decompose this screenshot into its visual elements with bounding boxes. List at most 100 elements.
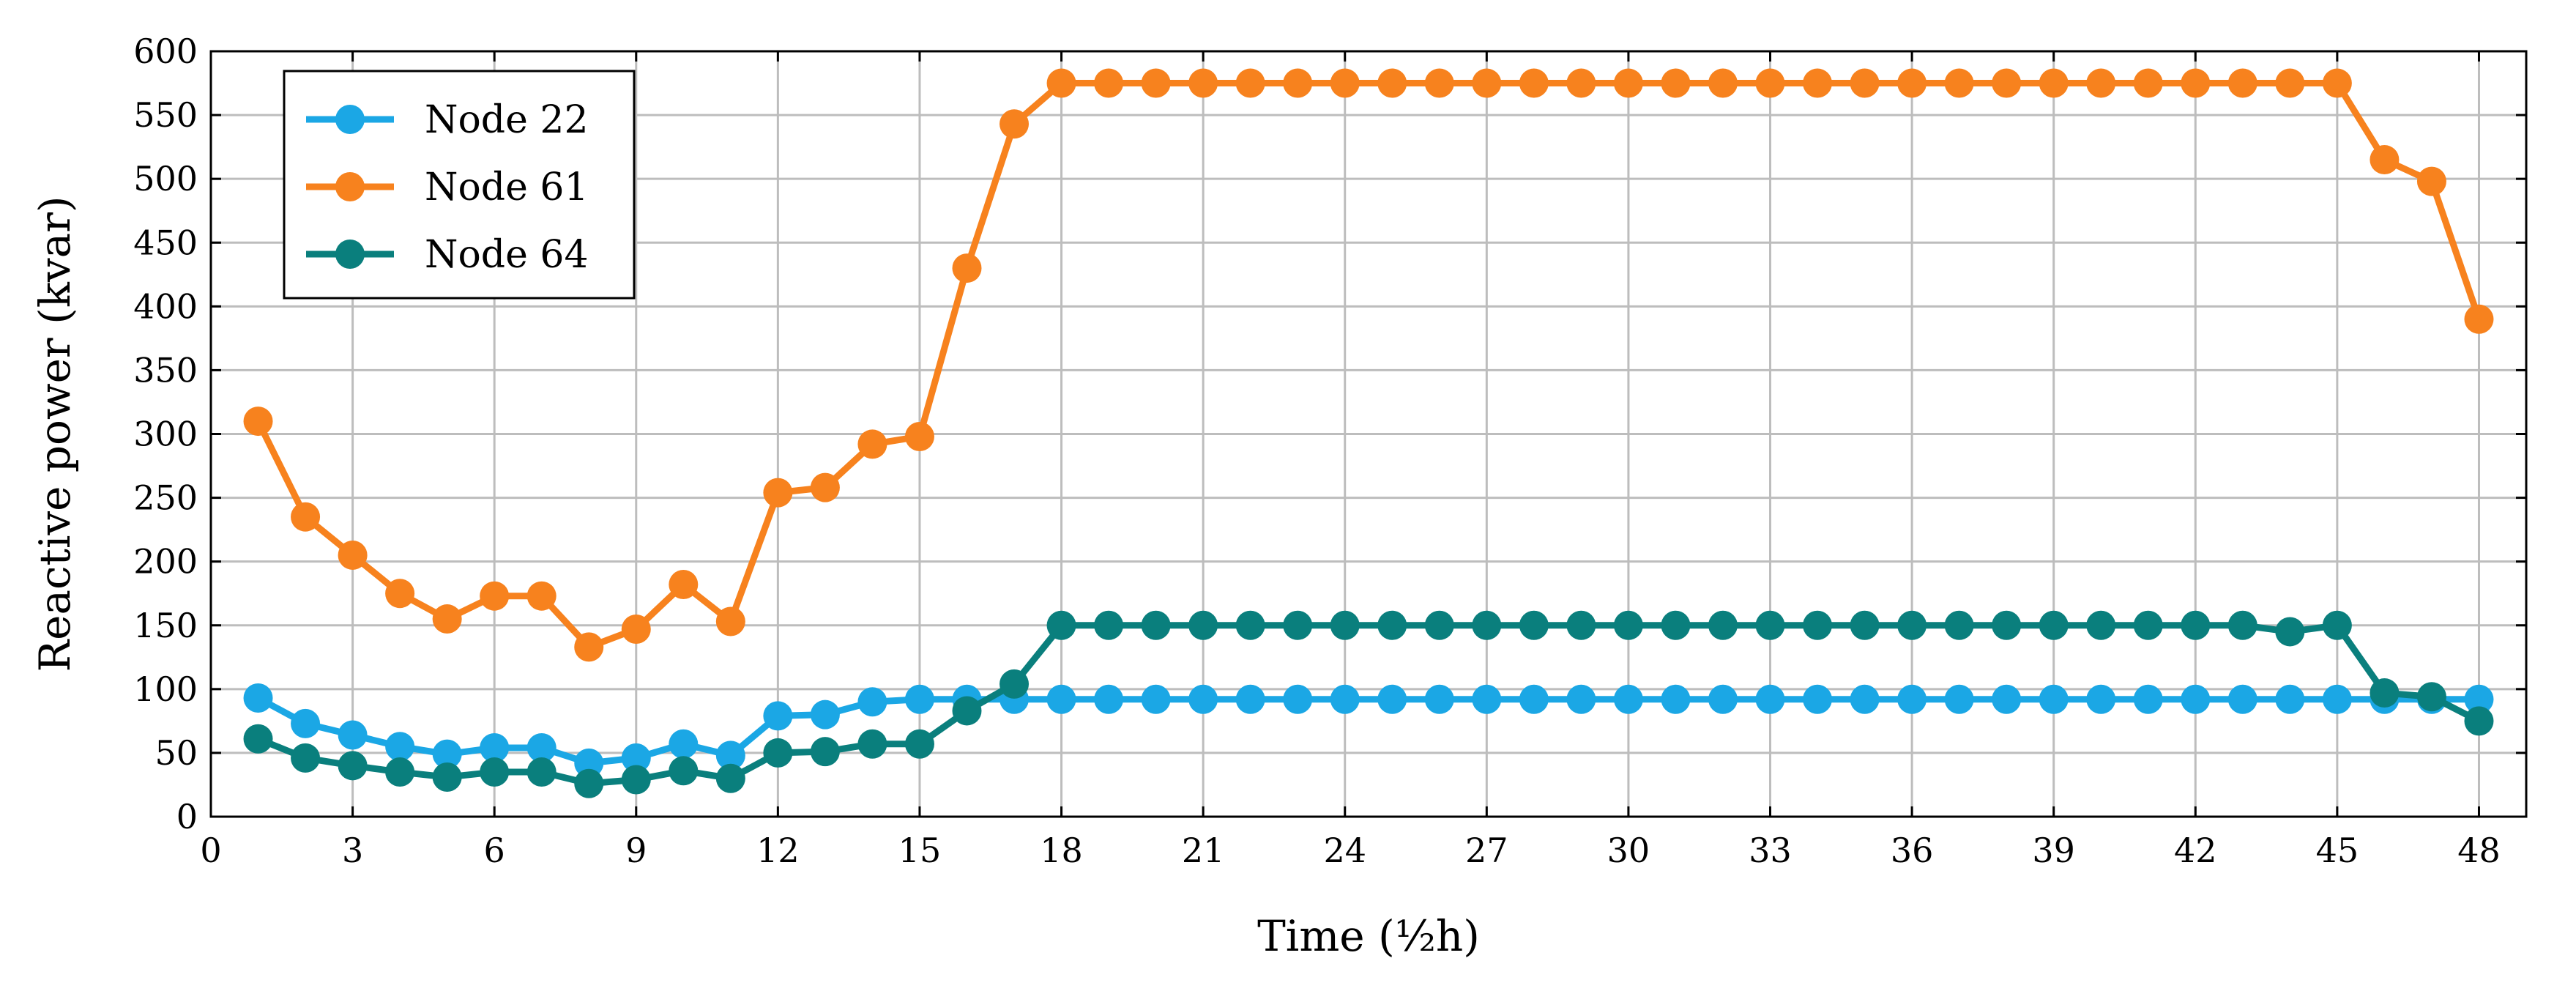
data-point [2133,68,2163,98]
data-point [1046,684,1076,714]
data-point [904,729,934,759]
data-point [1613,68,1643,98]
data-point [1519,68,1549,98]
data-point [1944,68,1974,98]
data-point [243,407,273,437]
x-tick-label: 42 [2174,831,2217,870]
data-point [1235,68,1265,98]
data-point [2227,68,2257,98]
data-point [574,768,604,798]
x-tick-label: 0 [200,831,221,870]
data-point [1141,684,1171,714]
data-point [999,669,1030,699]
data-point [1188,610,1218,640]
data-point [1330,684,1360,714]
data-point [952,253,982,283]
data-point [669,756,699,786]
series-group [243,683,2494,778]
data-point [2039,684,2069,714]
y-tick-label: 100 [133,669,198,709]
data-point [763,478,793,508]
data-point [857,429,887,459]
x-tick-label: 18 [1040,831,1083,870]
data-point [715,763,745,793]
data-point [1661,68,1691,98]
data-point [1613,684,1643,714]
data-point [2181,610,2211,640]
data-point [1944,684,1974,714]
x-tick-label: 39 [2032,831,2075,870]
data-point [291,502,321,532]
data-point [1330,68,1360,98]
data-point [2086,68,2116,98]
data-point [2133,684,2163,714]
data-point [243,724,273,754]
y-tick-label: 500 [133,159,198,198]
data-point [1992,68,2022,98]
data-point [1755,684,1785,714]
data-point [1850,68,1880,98]
data-point [763,701,793,731]
data-point [1094,610,1124,640]
legend-label: Node 64 [425,233,589,277]
data-point [2370,678,2400,708]
data-point [999,109,1030,139]
y-tick-label: 450 [133,223,198,262]
legend-marker [335,172,365,201]
y-tick-label: 0 [176,797,198,836]
data-point [1424,610,1454,640]
data-point [1897,684,1927,714]
tick-labels: 0 3 6 9 12 15 18 21 24 27 30 33 36 39 42 45 480501001502… [133,31,2501,870]
legend-marker [335,240,365,269]
x-tick-label: 33 [1749,831,1792,870]
data-point [1566,684,1596,714]
legend-label: Node 22 [425,98,589,142]
x-tick-label: 48 [2457,831,2501,870]
data-point [2370,145,2400,175]
data-point [1472,684,1502,714]
data-point [2039,68,2069,98]
legend: Node 22 Node 61 Node 64 [283,70,636,300]
data-point [385,732,415,762]
x-tick-label: 45 [2316,831,2359,870]
data-point [432,604,462,634]
series-group [243,68,2494,662]
data-point [338,540,368,570]
x-tick-label: 36 [1891,831,1934,870]
data-point [1803,684,1833,714]
data-point [1708,610,1738,640]
y-tick-label: 600 [133,31,198,71]
data-point [621,765,651,795]
data-point [669,729,699,759]
data-point [1235,684,1265,714]
data-point [2039,610,2069,640]
x-tick-label: 24 [1323,831,1366,870]
data-point [1188,68,1218,98]
data-point [432,762,462,793]
data-point [857,687,887,717]
y-tick-label: 350 [133,350,198,390]
data-point [952,696,982,726]
data-point [1519,610,1549,640]
series-layer [243,68,2494,798]
data-point [291,743,321,773]
data-point [526,581,556,611]
axes-layer [209,50,2528,818]
data-point [1141,68,1171,98]
data-point [1094,68,1124,98]
data-point [1377,68,1407,98]
data-point [2181,68,2211,98]
data-point [904,684,934,714]
data-point [574,632,604,662]
data-point [243,683,273,713]
data-point [1850,684,1880,714]
data-point [1046,610,1076,640]
data-point [1566,610,1596,640]
data-point [1755,610,1785,640]
data-point [2227,610,2257,640]
data-point [1992,684,2022,714]
y-tick-label: 250 [133,478,198,518]
data-point [2464,684,2494,714]
x-tick-label: 15 [898,831,942,870]
